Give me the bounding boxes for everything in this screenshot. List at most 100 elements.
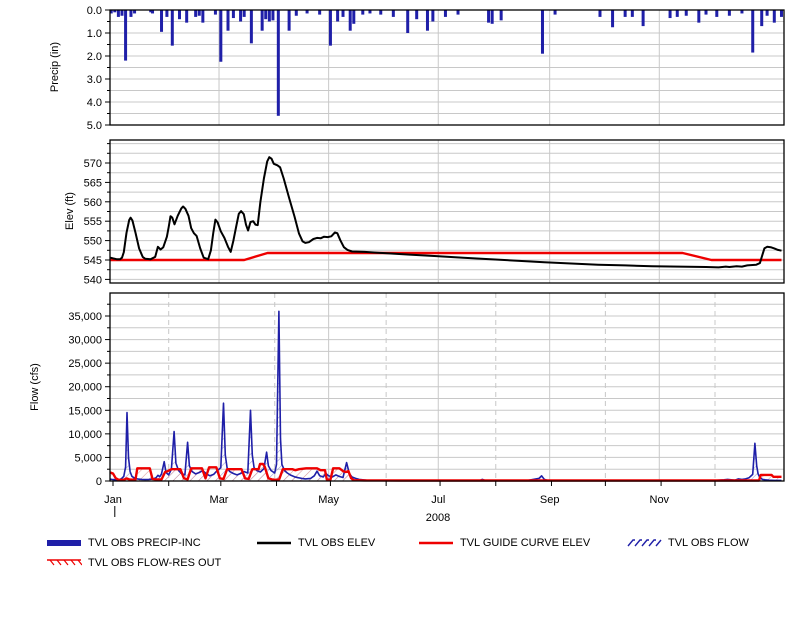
flow-res-out-swatch-icon [47,559,82,566]
panel-elev: 540 545 550 555 560 565 570 [84,139,785,286]
precip-bar [490,10,494,24]
precip-bar [779,10,783,17]
x-tick-label: Sep [540,494,560,506]
precip-bar [133,10,137,14]
precip-bar [120,10,124,16]
y-tick-label: 3.0 [87,74,102,86]
precip-bar [165,10,169,17]
precip-bar [348,10,352,31]
precip-bar [201,10,205,23]
y-tick-label: 35,000 [68,311,102,323]
precip-bar [226,10,230,31]
y-tick-label: 2.0 [87,51,102,63]
y-tick-label: 550 [84,236,102,248]
y-tick-label: 0.0 [87,5,102,17]
precip-bar [456,10,460,15]
precip-bar [149,10,153,13]
precip-bar [129,10,133,17]
precip-bar [623,10,627,17]
x-tick-label: Jan [104,494,122,506]
precip-bar [116,10,120,17]
precip-bar [231,10,235,19]
precip-bar [294,10,298,16]
precip-bar [499,10,503,21]
precip-bar [487,10,491,23]
precip-bar [109,10,113,14]
precip-bar [287,10,291,31]
obs-elev-swatch-icon [257,541,291,545]
x-tick-label: May [318,494,339,506]
precip-bar [239,10,243,22]
series-line [110,156,782,269]
y-tick-label: 5,000 [74,452,102,464]
precip-bar [406,10,410,33]
precip-bar [197,10,201,16]
precip-bar [641,10,645,27]
precip-bar [697,10,701,23]
precip-bar [760,10,764,27]
obs-flow-swatch-icon [627,539,662,547]
precip-bar [267,10,271,22]
legend-label: TVL OBS FLOW [668,537,749,549]
x-tick-label: Jul [431,494,445,506]
precip-bar [328,10,332,46]
y-tick-label: 560 [84,197,102,209]
precip-bar [336,10,340,22]
precip-bar [113,10,117,13]
precip-bar [772,10,776,23]
precip-bar [177,10,181,20]
precip-bar [352,10,356,24]
y-tick-label: 570 [84,158,102,170]
precip-bar [264,10,268,20]
precip-bar [715,10,719,17]
precip-bar [540,10,544,54]
precip-axis-title: Precip (in) [49,41,61,93]
precip-bar [553,10,557,15]
precip-bar [124,10,128,61]
precip-bar [305,10,309,14]
legend-label: TVL OBS PRECIP-INC [88,537,201,549]
precip-bar [361,10,365,15]
year-label: 2008 [425,512,451,524]
precip-bar [751,10,755,53]
x-tick-label: Nov [650,494,670,506]
precip-bar [271,10,275,21]
y-tick-label: 25,000 [68,358,102,370]
precip-bar [765,10,769,16]
precip-bar [151,10,155,14]
x-tick-label: Mar [210,494,229,506]
y-tick-label: 565 [84,177,102,189]
precip-bar [425,10,429,31]
y-tick-label: 15,000 [68,405,102,417]
precip-bar [379,10,383,15]
legend-label: TVL OBS FLOW-RES OUT [88,557,222,569]
precip-bar [611,10,615,28]
legend-label: TVL GUIDE CURVE ELEV [460,537,591,549]
legend-label: TVL OBS ELEV [298,537,376,549]
y-tick-label: 30,000 [68,335,102,347]
precip-bar [727,10,731,16]
elev-axis-title: Elev (ft) [64,192,76,230]
precip-bar [598,10,602,17]
precip-bar [415,10,419,20]
precip-bar [170,10,174,46]
series-line [110,251,782,262]
precip-bar [242,10,246,17]
legend-item-obs-elev: TVL OBS ELEV [256,537,375,549]
precip-bar [213,10,217,15]
precip-bar [318,10,322,15]
legend-item-guide-curve: TVL GUIDE CURVE ELEV [418,537,590,549]
y-tick-label: 540 [84,274,102,286]
panel-flow: 0 5,000 10,000 15,000 20,000 25,000 30,000 35,0… [68,292,785,488]
precip-bar [185,10,189,23]
y-tick-label: 555 [84,216,102,228]
precip-bar [391,10,395,17]
y-tick-label: 10,000 [68,429,102,441]
precip-bar [276,10,280,116]
precip-bar [630,10,634,17]
precip-bar [704,10,708,15]
precip-bar [684,10,688,16]
y-tick-label: 20,000 [68,382,102,394]
precip-bar [160,10,164,32]
